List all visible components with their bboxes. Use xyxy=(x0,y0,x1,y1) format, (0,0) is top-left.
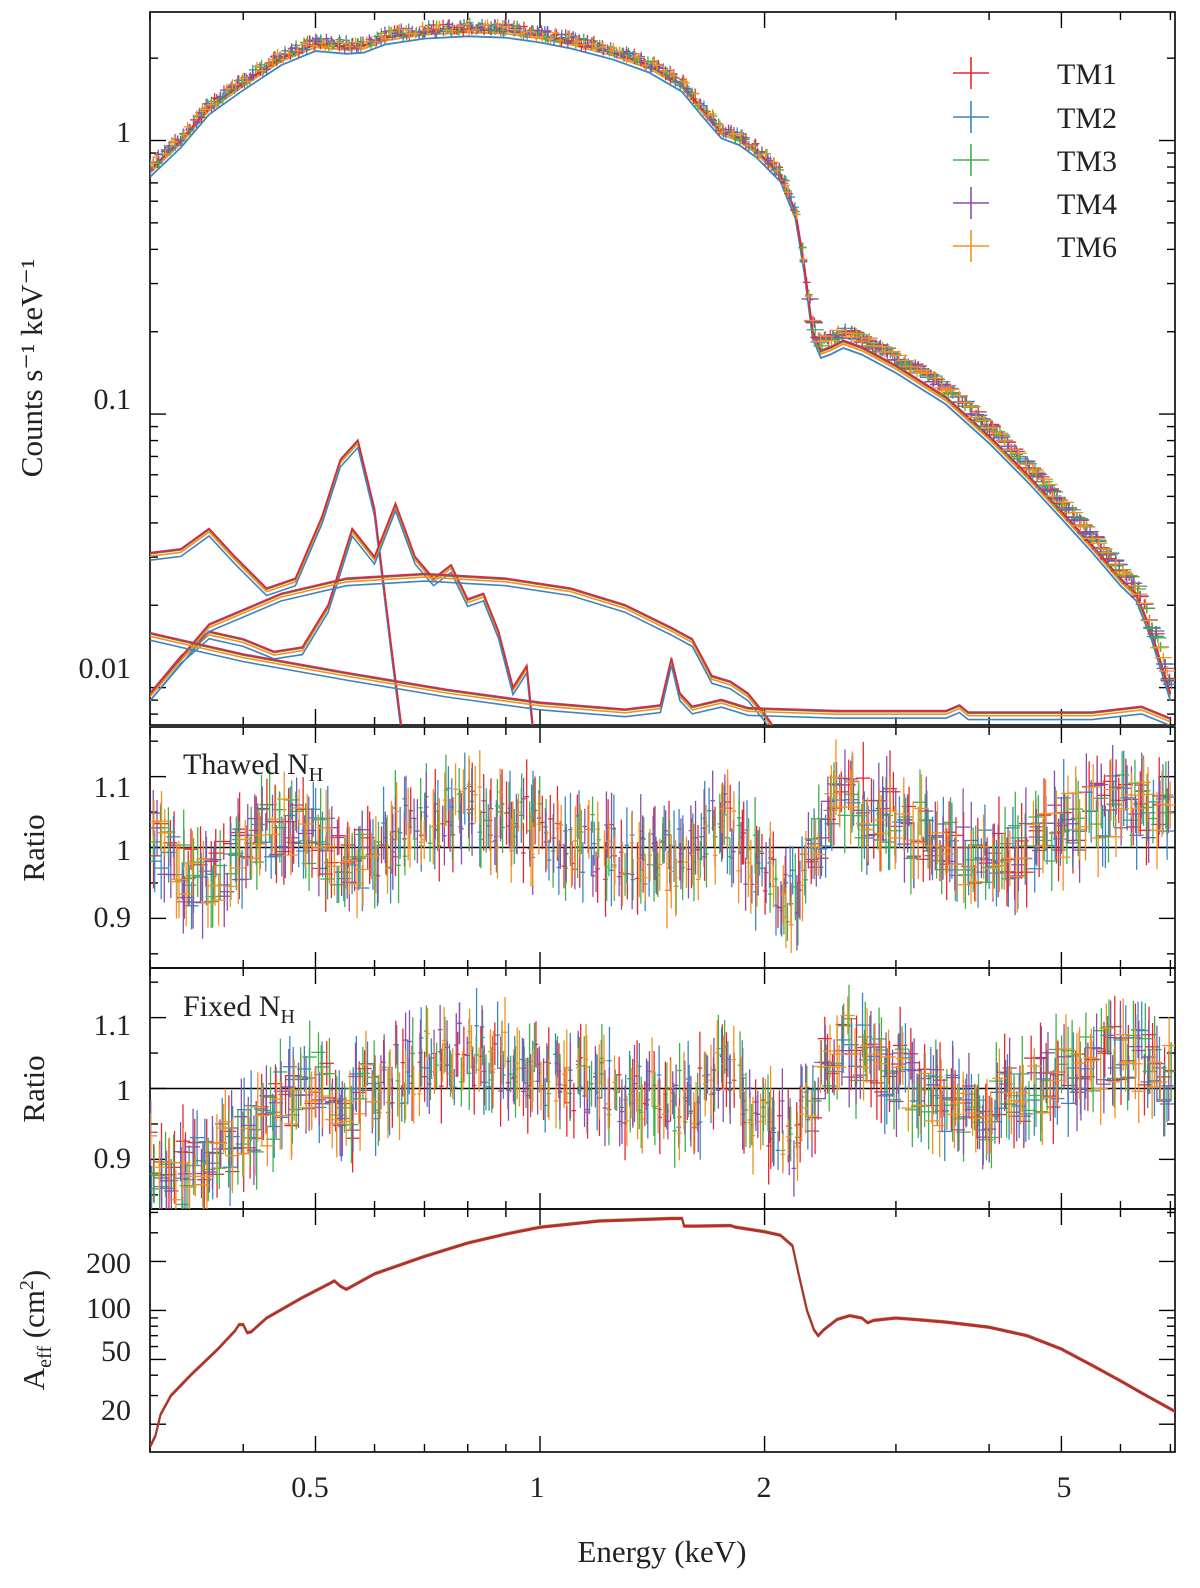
model-component-curve xyxy=(150,639,1171,725)
panel-label-fixed: Fixed NH xyxy=(183,990,295,1028)
model-component-curve xyxy=(150,501,534,725)
panel-label-fixed-subscript: H xyxy=(281,1006,295,1028)
aeff-label-superscript: 2 xyxy=(16,1280,38,1290)
aeff-label-main: A xyxy=(16,1367,51,1390)
legend-label-tm2: TM2 xyxy=(1057,102,1117,135)
effective-area-panel-frame xyxy=(149,1208,1176,1453)
model-component-curve xyxy=(150,632,1171,720)
spectrum-panel-frame xyxy=(149,11,1176,726)
legend-label-tm4: TM4 xyxy=(1057,188,1117,221)
tick-marks xyxy=(149,12,1175,1452)
x-tick-label-5: 5 xyxy=(1057,1471,1072,1504)
aeff-label-close: ) xyxy=(16,1270,51,1280)
y-tick-label-thawed-0.9: 0.9 xyxy=(94,901,132,934)
model-component-curve xyxy=(150,445,402,725)
y-axis-title-thawed: Ratio xyxy=(16,814,51,881)
model-component-curve xyxy=(150,438,403,725)
x-tick-label-2: 2 xyxy=(757,1471,772,1504)
y-axis-title-aeff: Aeff (cm2) xyxy=(16,1270,56,1391)
model-total-curve xyxy=(150,31,1172,697)
x-tick-label-1: 1 xyxy=(530,1471,545,1504)
y-axis-title-spectrum: Counts s⁻¹ keV⁻¹ xyxy=(14,259,49,477)
model-component-curve xyxy=(150,573,774,725)
effective-area-curve xyxy=(150,1216,1175,1447)
y-tick-label-aeff-100: 100 xyxy=(86,1292,131,1325)
y-axis-title-fixed: Ratio xyxy=(16,1055,51,1122)
y-tick-label-fixed-0.9: 0.9 xyxy=(94,1142,132,1175)
y-tick-label-aeff-20: 20 xyxy=(101,1394,131,1427)
panel-label-fixed-main: Fixed N xyxy=(183,990,281,1023)
x-axis-title: Energy (keV) xyxy=(577,1534,746,1569)
model-total-curve xyxy=(150,35,1172,701)
model-component-curve xyxy=(150,573,773,725)
model-total-curve xyxy=(150,28,1172,695)
legend: TM1 TM2 TM3 TM4 TM6 xyxy=(953,57,1117,264)
model-component-curve xyxy=(150,508,533,725)
y-tick-label-aeff-200: 200 xyxy=(86,1247,131,1280)
model-component-curve xyxy=(150,580,769,725)
legend-label-tm1: TM1 xyxy=(1057,58,1117,91)
panel-label-thawed-subscript: H xyxy=(309,764,323,786)
effective-area-curve xyxy=(150,1217,1175,1448)
y-tick-label-thawed-1: 1 xyxy=(116,834,131,867)
y-tick-label-spectrum-0.1: 0.1 xyxy=(94,383,132,416)
model-component-curve xyxy=(150,635,1171,723)
y-tick-label-spectrum-0.01: 0.01 xyxy=(79,652,132,685)
legend-label-tm3: TM3 xyxy=(1057,145,1117,178)
y-tick-label-fixed-1.1: 1.1 xyxy=(94,1009,132,1042)
model-total-curve xyxy=(150,28,1172,694)
aeff-label-subscript: eff xyxy=(34,1346,56,1368)
aeff-label-unit: (cm xyxy=(16,1290,51,1346)
model-total-curve xyxy=(150,27,1172,694)
x-tick-label-0.5: 0.5 xyxy=(291,1471,329,1504)
panel-label-thawed-main: Thawed N xyxy=(183,748,309,781)
y-tick-label-spectrum-1: 1 xyxy=(116,116,131,149)
y-tick-label-fixed-1: 1 xyxy=(116,1074,131,1107)
legend-label-tm6: TM6 xyxy=(1057,231,1117,264)
plot-data xyxy=(150,17,1175,1449)
panel-label-thawed: Thawed NH xyxy=(183,748,323,786)
y-tick-label-aeff-50: 50 xyxy=(101,1335,131,1368)
effective-area-curve xyxy=(150,1217,1175,1447)
model-component-curve xyxy=(150,576,772,725)
y-tick-label-thawed-1.1: 1.1 xyxy=(94,771,132,804)
